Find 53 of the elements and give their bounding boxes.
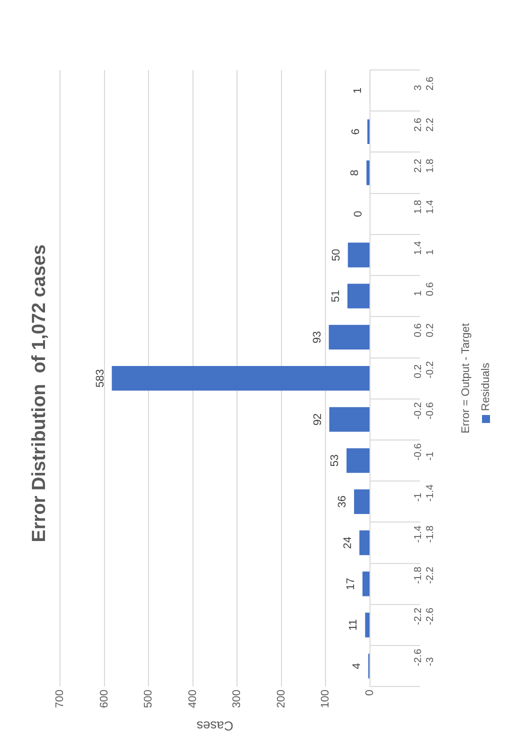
data-label: 50 <box>330 248 342 262</box>
x-tick-label: 400 <box>186 690 199 708</box>
data-label: 24 <box>342 536 354 549</box>
data-label: 51 <box>330 290 342 302</box>
bar <box>328 324 370 350</box>
x-tick-label: 100 <box>320 690 332 708</box>
y-tick-label: -0.2 -0.6 <box>412 402 436 420</box>
bar <box>362 572 370 596</box>
data-label: 583 <box>94 369 106 388</box>
data-label: 6 <box>350 128 362 135</box>
bar <box>112 366 370 391</box>
text: Error Distribution of 1,072 cases <box>29 244 50 542</box>
data-label: 93 <box>311 331 324 344</box>
bar <box>354 489 370 514</box>
data-label: 1 <box>352 87 364 94</box>
y-tick-label: -1.8 -2.2 <box>412 566 436 584</box>
bar <box>329 407 370 432</box>
x-tick-label: 500 <box>142 690 155 708</box>
bar <box>347 284 370 308</box>
x-tick-label: 300 <box>231 690 244 708</box>
bar <box>348 242 370 268</box>
x-tick-label: 700 <box>54 690 66 708</box>
y-tick-label: 1 0.6 <box>412 282 436 296</box>
y-tick-label: -2.6 -3 <box>412 648 436 666</box>
y-tick-label: 0.2 -0.2 <box>412 360 436 378</box>
data-label: 8 <box>348 170 361 176</box>
data-label: 4 <box>350 663 363 670</box>
data-label: 17 <box>345 578 358 590</box>
text: Residuals <box>480 363 492 412</box>
x-axis-title: Cases <box>196 718 234 734</box>
y-tick-label: -1.4 -1.8 <box>412 525 436 543</box>
y-axis-title: Error = Output - Target <box>460 323 472 434</box>
y-tick-label: -2.2 -2.6 <box>412 607 436 625</box>
bar <box>346 448 370 473</box>
bar <box>366 160 370 186</box>
y-tick-label: 2.6 2.2 <box>412 117 436 132</box>
y-tick-label: 1.4 1 <box>412 240 436 255</box>
data-label: 36 <box>336 496 349 508</box>
x-tick-label: 200 <box>275 690 288 708</box>
data-label: 0 <box>352 210 365 217</box>
bar <box>359 530 370 556</box>
y-tick-label: 1.8 1.4 <box>412 200 436 214</box>
y-tick-label: 0.6 0.2 <box>412 322 436 338</box>
y-tick-label: 3 2.6 <box>412 76 436 91</box>
bar <box>365 612 370 638</box>
y-tick-label: -0.6 -1 <box>412 442 436 461</box>
data-label: 11 <box>348 619 360 631</box>
data-label: 92 <box>312 413 324 426</box>
y-tick-label: -1 -1.4 <box>412 484 436 502</box>
x-tick-label: 0 <box>364 690 376 696</box>
y-tick-label: 2.2 1.8 <box>412 158 436 173</box>
x-tick-label: 600 <box>98 690 110 708</box>
data-label: 53 <box>329 454 342 467</box>
